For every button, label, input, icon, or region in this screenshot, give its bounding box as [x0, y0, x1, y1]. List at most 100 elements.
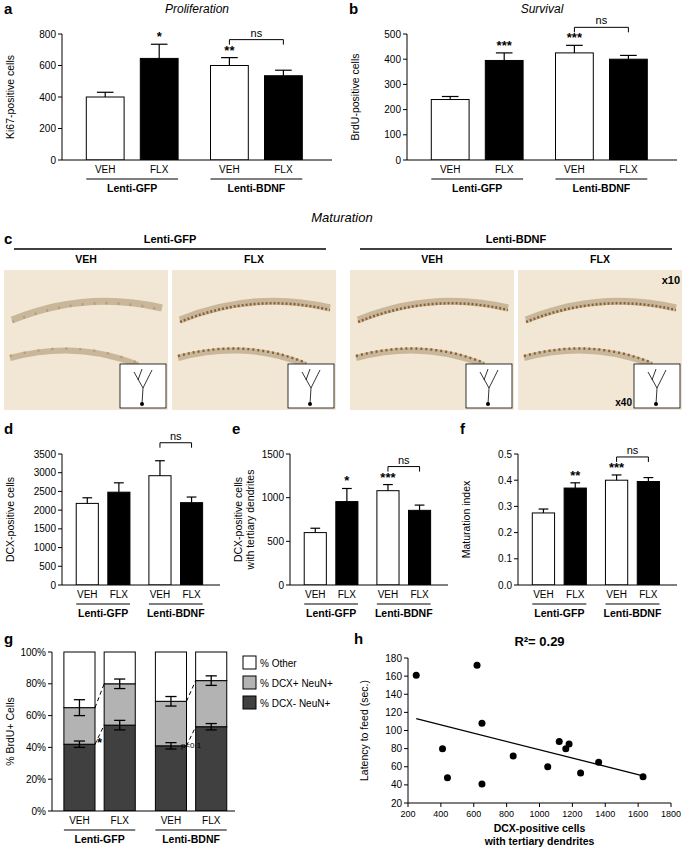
- y-axis: [407, 34, 408, 160]
- significance: *: [157, 29, 163, 44]
- error-bar: [442, 96, 459, 99]
- bar-segment: [155, 701, 186, 746]
- x-tick-label: VEH: [305, 589, 326, 600]
- stained-cells: [524, 348, 652, 363]
- error-cap: [114, 720, 125, 721]
- significance: *: [97, 735, 103, 750]
- stained-cells: [180, 303, 330, 322]
- y-tick-label: 0.3: [498, 501, 512, 512]
- group-label: Lenti-BDNF: [604, 607, 662, 619]
- y-tick-label: 1000: [34, 542, 57, 553]
- panel-label: c: [4, 230, 12, 247]
- y-tick: [58, 454, 62, 455]
- comparison-bracket: [617, 457, 649, 462]
- significance: *: [344, 473, 350, 488]
- group-line: [149, 603, 203, 604]
- scatter-chart: hR²= 0.29Latency to feed (sec.)204060801…: [354, 630, 681, 847]
- comparison-label: ns: [170, 430, 182, 442]
- x-axis: [62, 160, 332, 161]
- bar-segment: [155, 652, 186, 701]
- x-tick-label: VEH: [161, 815, 182, 826]
- bar: [265, 76, 303, 160]
- y-tick: [514, 585, 518, 586]
- group-label: Lenti-BDNF: [147, 607, 205, 619]
- x-tick-label: VEH: [378, 589, 399, 600]
- group-label: Lenti-GFP: [107, 182, 157, 194]
- error-bar: [620, 55, 637, 59]
- connector: [95, 684, 104, 708]
- error-cap: [442, 96, 459, 97]
- y-tick-label: 120: [385, 707, 402, 718]
- x-tick-label: 400: [433, 809, 448, 819]
- y-axis: [62, 454, 63, 585]
- error-line: [118, 483, 119, 492]
- x-tick: [605, 803, 606, 807]
- y-tick: [404, 766, 408, 767]
- panel-title: FLX: [590, 253, 610, 265]
- bar-chart: fMaturation index0.00.10.20.30.40.5*****…: [460, 420, 677, 619]
- y-tick: [58, 472, 62, 473]
- error-line: [191, 497, 192, 503]
- x-tick-label: VEH: [150, 589, 171, 600]
- stained-cells: [12, 303, 162, 322]
- inset: [466, 364, 512, 408]
- point: [595, 759, 602, 766]
- stained-cells: [356, 348, 484, 363]
- inset: [120, 364, 166, 408]
- x-tick: [408, 803, 409, 807]
- error-bar: [310, 528, 320, 532]
- y-tick-label: 2500: [34, 486, 57, 497]
- x-tick-label: 1200: [562, 809, 582, 819]
- y-tick: [404, 784, 408, 785]
- y-tick: [48, 779, 52, 780]
- error-line: [170, 743, 171, 749]
- legend-label: % Other: [260, 658, 297, 669]
- x-tick-label: VEH: [440, 164, 461, 175]
- y-tick: [58, 566, 62, 567]
- y-axis-label: DCX-positive cells: [232, 477, 244, 562]
- error-cap: [206, 685, 217, 686]
- marks: [76, 461, 202, 585]
- y-tick: [514, 558, 518, 559]
- error-bar: [114, 679, 125, 689]
- error-bar: [187, 497, 197, 503]
- error-bar: [97, 92, 114, 97]
- y-tick: [403, 34, 407, 35]
- bar: [108, 492, 130, 585]
- panel-label: e: [232, 420, 240, 437]
- error-cap: [415, 504, 425, 505]
- x-tick-label: 1600: [628, 809, 648, 819]
- y-axis: [518, 454, 519, 585]
- neuron-soma: [486, 402, 490, 406]
- error-bar: [539, 509, 549, 513]
- group-line: [556, 178, 648, 179]
- error-cap: [539, 508, 549, 509]
- y-tick-label: 400: [39, 92, 56, 103]
- error-line: [616, 475, 617, 480]
- bar-segment: [64, 652, 95, 708]
- y-axis-label: % BrdU+ Cells: [4, 697, 16, 766]
- y-axis-label: BrdU-positive cells: [349, 54, 361, 141]
- error-cap: [206, 675, 217, 676]
- y-tick-label: 0: [278, 580, 284, 591]
- x-tick: [473, 803, 474, 807]
- x-tick-label: FLX: [495, 164, 514, 175]
- marks: [413, 662, 647, 788]
- error-bar: [206, 676, 217, 686]
- panel-title: FLX: [244, 253, 264, 265]
- x-tick-label: FLX: [111, 815, 130, 826]
- y-tick-label: 40%: [26, 742, 46, 753]
- y-tick: [58, 160, 62, 161]
- error-bar: [383, 485, 393, 491]
- comparison-bracket: [229, 40, 283, 45]
- bar: [181, 503, 203, 585]
- y-tick-label: 300: [384, 79, 401, 90]
- error-cap: [114, 729, 125, 730]
- x-tick-label: 600: [466, 809, 481, 819]
- error-bar: [415, 505, 425, 510]
- error-bar: [496, 53, 513, 61]
- group-line: [377, 603, 431, 604]
- bar-segment: [196, 681, 227, 727]
- y-tick-label: 2000: [34, 505, 57, 516]
- error-cap: [187, 496, 197, 497]
